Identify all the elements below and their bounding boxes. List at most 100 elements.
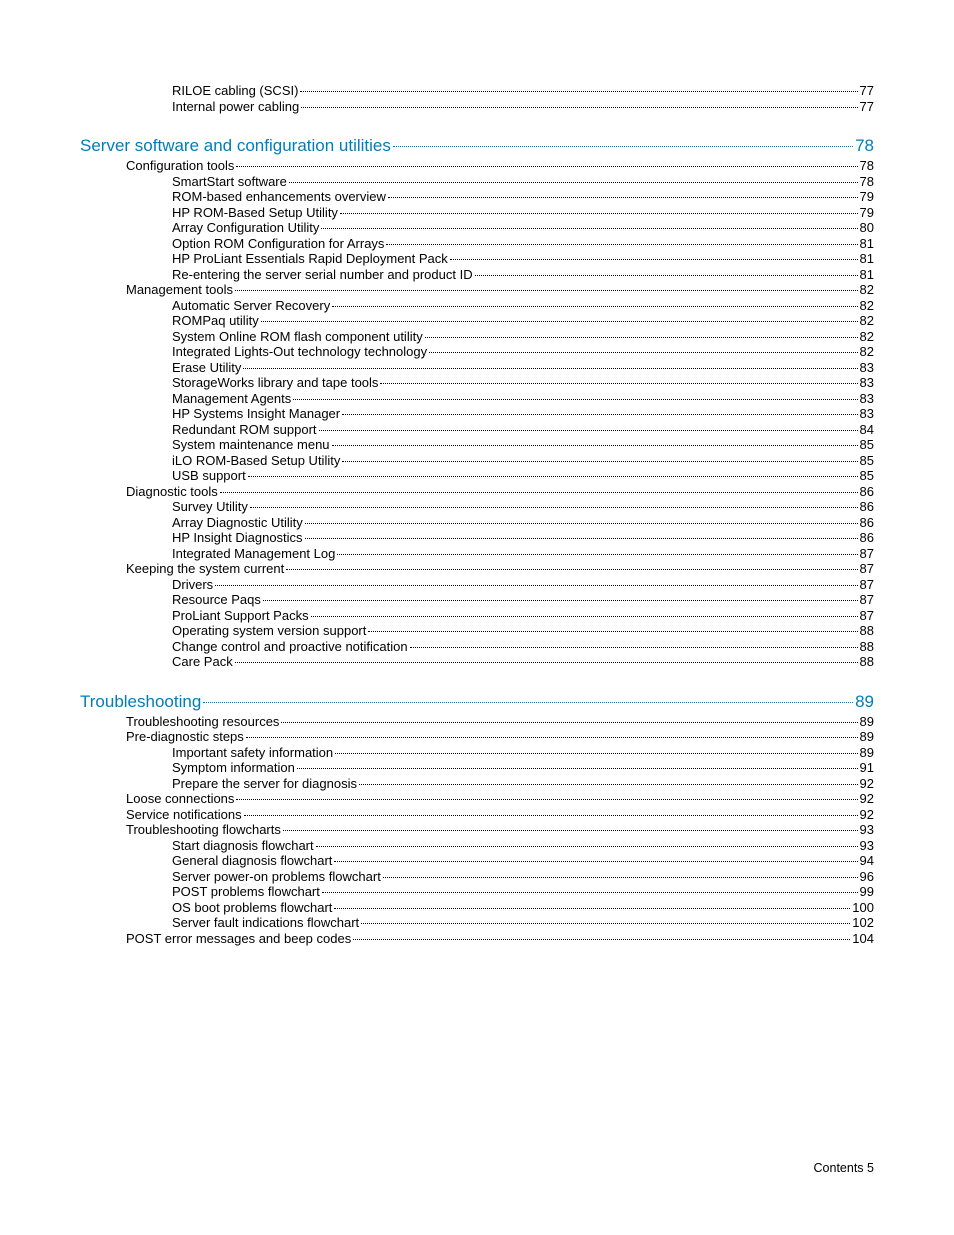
toc-leader-dots [215,585,857,586]
toc-entry-label: OS boot problems flowchart [172,900,332,916]
toc-entry-label: Management Agents [172,391,291,407]
toc-page-number: 85 [860,468,874,484]
toc-entry-row: Automatic Server Recovery 82 [172,298,874,314]
toc-page-number: 87 [860,577,874,593]
toc-entry-label: Troubleshooting flowcharts [126,822,281,838]
toc-entry-label: Care Pack [172,654,233,670]
toc-entry-row: Troubleshooting resources 89 [126,714,874,730]
toc-entry-row: StorageWorks library and tape tools 83 [172,375,874,391]
toc-entry-row: USB support 85 [172,468,874,484]
toc-leader-dots [361,923,850,924]
toc-page-number: 88 [860,623,874,639]
toc-leader-dots [319,430,858,431]
toc-leader-dots [353,939,850,940]
table-of-contents: RILOE cabling (SCSI) 77Internal power ca… [80,83,874,946]
toc-entry-row: RILOE cabling (SCSI) 77 [172,83,874,99]
toc-page-number: 86 [860,530,874,546]
toc-leader-dots [322,892,858,893]
toc-entry-label: Important safety information [172,745,333,761]
toc-entry-row: POST problems flowchart 99 [172,884,874,900]
toc-entry-label: Array Diagnostic Utility [172,515,303,531]
toc-entry-label: HP ROM-Based Setup Utility [172,205,338,221]
toc-entry-row: System maintenance menu 85 [172,437,874,453]
toc-leader-dots [236,166,857,167]
toc-entry-row: Loose connections 92 [126,791,874,807]
toc-page-number: 87 [860,608,874,624]
toc-entry-row: Option ROM Configuration for Arrays 81 [172,236,874,252]
toc-leader-dots [235,662,858,663]
toc-entry-row: Start diagnosis flowchart 93 [172,838,874,854]
toc-entry-label: HP Insight Diagnostics [172,530,303,546]
toc-page-number: 104 [852,931,874,947]
toc-entry-label: Option ROM Configuration for Arrays [172,236,384,252]
toc-leader-dots [475,275,858,276]
toc-entry-row: Resource Paqs 87 [172,592,874,608]
toc-entry-row: Management Agents 83 [172,391,874,407]
toc-page-number: 84 [860,422,874,438]
toc-section-row: Server software and configuration utilit… [80,136,874,156]
toc-page-number: 89 [860,745,874,761]
toc-page-number: 79 [860,205,874,221]
toc-page-number: 89 [855,692,874,712]
toc-leader-dots [243,368,857,369]
toc-entry-row: Erase Utility 83 [172,360,874,376]
toc-leader-dots [283,830,858,831]
toc-entry-label: Internal power cabling [172,99,299,115]
toc-page-number: 78 [860,158,874,174]
toc-leader-dots [342,461,857,462]
toc-page-number: 94 [860,853,874,869]
toc-entry-row: Survey Utility 86 [172,499,874,515]
toc-leader-dots [305,523,858,524]
toc-leader-dots [321,228,857,229]
toc-leader-dots [203,702,853,703]
toc-entry-row: POST error messages and beep codes 104 [126,931,874,947]
toc-entry-label: General diagnosis flowchart [172,853,332,869]
toc-page-number: 93 [860,822,874,838]
toc-section-label[interactable]: Server software and configuration utilit… [80,136,391,156]
toc-page-number: 78 [855,136,874,156]
toc-entry-row: ROMPaq utility 82 [172,313,874,329]
toc-entry-label: Integrated Lights-Out technology technol… [172,344,427,360]
toc-entry-label: Keeping the system current [126,561,284,577]
toc-page-number: 92 [860,791,874,807]
toc-page-number: 82 [860,329,874,345]
toc-page-number: 82 [860,298,874,314]
toc-leader-dots [383,877,858,878]
toc-page-number: 99 [860,884,874,900]
toc-section-label[interactable]: Troubleshooting [80,692,201,712]
toc-entry-row: Redundant ROM support 84 [172,422,874,438]
toc-page-number: 86 [860,499,874,515]
toc-leader-dots [410,647,858,648]
toc-entry-row: System Online ROM flash component utilit… [172,329,874,345]
toc-leader-dots [300,91,857,92]
toc-entry-row: Re-entering the server serial number and… [172,267,874,283]
toc-leader-dots [301,107,857,108]
toc-entry-label: Loose connections [126,791,234,807]
toc-entry-row: HP Insight Diagnostics 86 [172,530,874,546]
toc-entry-label: ROMPaq utility [172,313,259,329]
toc-entry-row: Keeping the system current 87 [126,561,874,577]
toc-entry-row: HP Systems Insight Manager 83 [172,406,874,422]
toc-leader-dots [297,768,858,769]
toc-entry-label: Configuration tools [126,158,234,174]
toc-page-number: 93 [860,838,874,854]
toc-entry-label: Management tools [126,282,233,298]
toc-page-number: 83 [860,391,874,407]
toc-page-number: 82 [860,282,874,298]
toc-entry-label: Erase Utility [172,360,241,376]
toc-leader-dots [293,399,857,400]
toc-leader-dots [289,182,858,183]
toc-entry-row: Management tools 82 [126,282,874,298]
toc-leader-dots [316,846,858,847]
toc-page-number: 81 [860,251,874,267]
toc-page-number: 85 [860,453,874,469]
toc-page-number: 83 [860,360,874,376]
toc-entry-row: Array Configuration Utility 80 [172,220,874,236]
toc-entry-label: Prepare the server for diagnosis [172,776,357,792]
toc-page-number: 80 [860,220,874,236]
toc-entry-row: HP ROM-Based Setup Utility 79 [172,205,874,221]
toc-entry-label: ProLiant Support Packs [172,608,309,624]
toc-leader-dots [334,908,850,909]
toc-leader-dots [263,600,858,601]
toc-entry-label: Survey Utility [172,499,248,515]
